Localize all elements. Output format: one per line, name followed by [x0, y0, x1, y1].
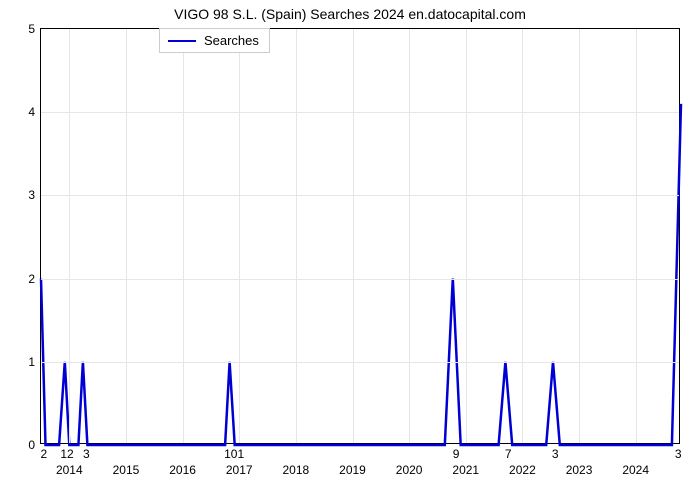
y-tick-label: 0 — [28, 438, 35, 452]
gridline-v — [636, 29, 637, 443]
gridline-v — [466, 29, 467, 443]
value-label: 2 — [40, 447, 47, 461]
x-tick-label: 2016 — [169, 463, 196, 477]
x-tick-label: 2020 — [396, 463, 423, 477]
series-path — [41, 29, 681, 445]
gridline-v — [579, 29, 580, 443]
y-tick-label: 5 — [28, 22, 35, 36]
legend-swatch — [168, 40, 196, 42]
gridline-v — [409, 29, 410, 443]
gridline-v — [353, 29, 354, 443]
plot-area: 0123452014201520162017201820192020202120… — [40, 28, 680, 444]
gridline-h — [41, 362, 679, 363]
x-tick-label: 2014 — [56, 463, 83, 477]
chart-title: VIGO 98 S.L. (Spain) Searches 2024 en.da… — [0, 6, 700, 22]
gridline-v — [183, 29, 184, 443]
gridline-v — [126, 29, 127, 443]
gridline-v — [522, 29, 523, 443]
value-label: 101 — [224, 447, 244, 461]
y-tick-label: 1 — [28, 355, 35, 369]
value-label: 9 — [453, 447, 460, 461]
value-label: 3 — [675, 447, 682, 461]
x-tick-label: 2022 — [509, 463, 536, 477]
gridline-h — [41, 195, 679, 196]
x-tick-label: 2023 — [566, 463, 593, 477]
value-label: 3 — [83, 447, 90, 461]
x-tick-label: 2018 — [283, 463, 310, 477]
legend: Searches — [159, 28, 270, 53]
x-tick-label: 2019 — [339, 463, 366, 477]
value-label: 12 — [60, 447, 73, 461]
x-tick-label: 2024 — [622, 463, 649, 477]
gridline-h — [41, 279, 679, 280]
y-tick-label: 4 — [28, 105, 35, 119]
gridline-v — [69, 29, 70, 443]
value-label: 7 — [505, 447, 512, 461]
x-tick-label: 2017 — [226, 463, 253, 477]
y-tick-label: 3 — [28, 188, 35, 202]
gridline-v — [239, 29, 240, 443]
legend-label: Searches — [204, 33, 259, 48]
y-tick-label: 2 — [28, 272, 35, 286]
x-tick-label: 2015 — [113, 463, 140, 477]
x-tick-label: 2021 — [452, 463, 479, 477]
series-polyline — [41, 104, 681, 445]
gridline-h — [41, 112, 679, 113]
gridline-v — [296, 29, 297, 443]
value-label: 3 — [552, 447, 559, 461]
